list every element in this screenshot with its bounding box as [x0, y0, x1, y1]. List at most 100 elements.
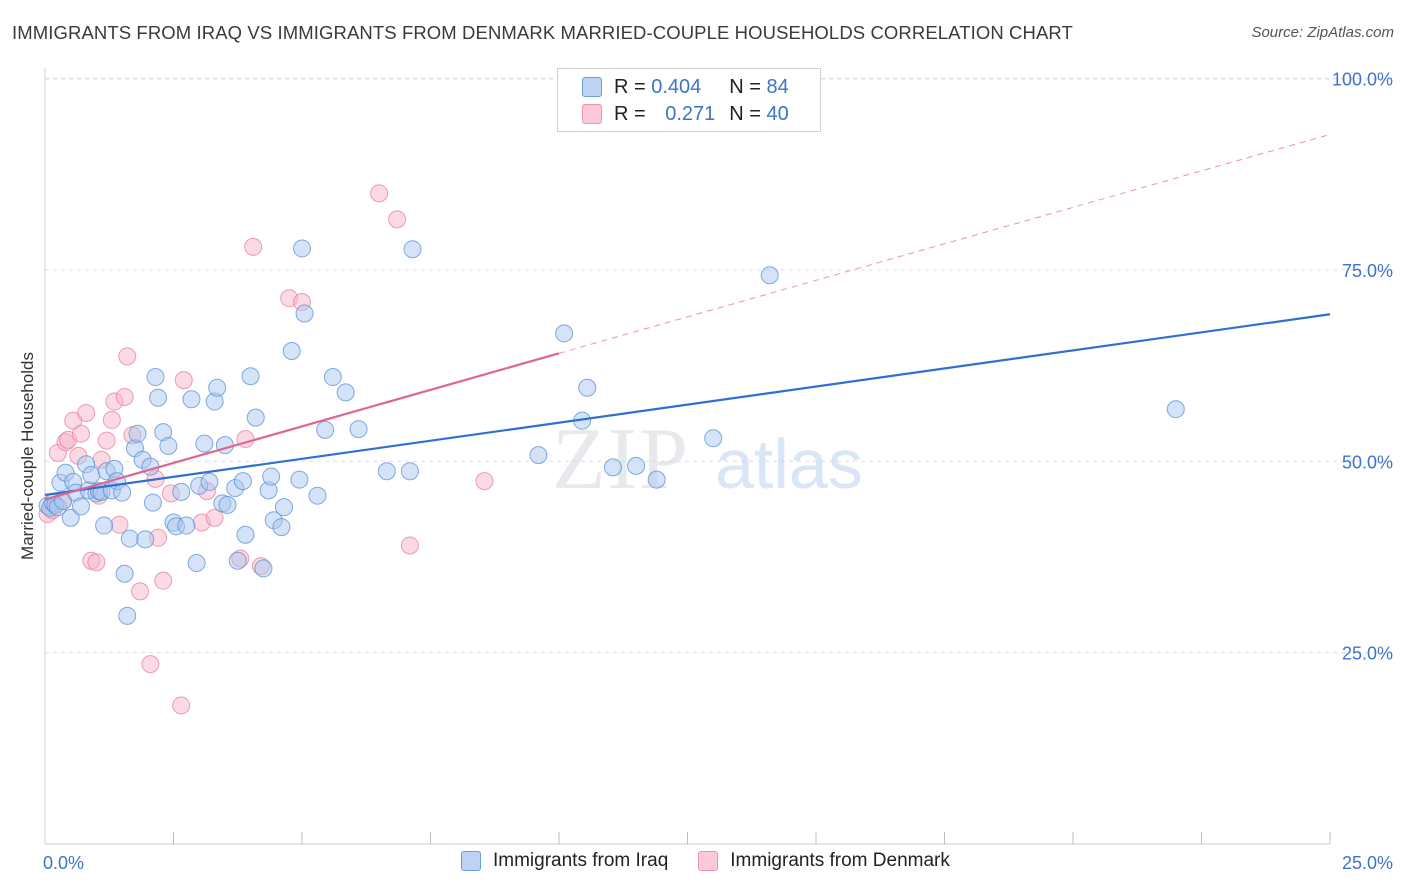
iraq-point — [262, 467, 281, 486]
iraq-point — [136, 530, 155, 549]
series-legend-iraq[interactable]: Immigrants from Iraq — [461, 850, 668, 872]
iraq-point — [316, 420, 335, 439]
iraq-point — [336, 383, 355, 402]
axis-layer — [44, 68, 1331, 845]
y-tick-label: 25.0% — [1342, 644, 1393, 664]
iraq-point — [308, 486, 327, 505]
iraq-point — [233, 472, 252, 491]
iraq-point — [159, 436, 178, 455]
iraq-point — [113, 483, 132, 502]
legend-n-label: N = — [729, 75, 761, 98]
iraq-point — [115, 564, 134, 583]
denmark-point — [77, 404, 96, 423]
iraq-point — [71, 497, 90, 516]
iraq-point — [187, 554, 206, 573]
denmark-point — [400, 536, 419, 555]
legend-n-value-iraq: 84 — [766, 75, 789, 98]
denmark-point — [141, 655, 160, 674]
trend-layer — [44, 133, 1331, 501]
iraq-point — [120, 529, 139, 548]
iraq-point — [377, 462, 396, 481]
iraq-point — [275, 498, 294, 517]
iraq-point — [177, 516, 196, 535]
series-legend-denmark[interactable]: Immigrants from Denmark — [698, 850, 950, 872]
legend-n-label: N = — [729, 102, 761, 125]
iraq-point — [218, 495, 237, 514]
iraq-point — [293, 239, 311, 258]
x-tick-label-max: 25.0% — [1342, 853, 1393, 873]
denmark-trend-extension — [558, 133, 1331, 354]
legend-swatch-iraq — [582, 77, 602, 97]
iraq-point — [236, 525, 255, 544]
iraq-point — [295, 304, 314, 323]
iraq-point — [195, 434, 214, 453]
iraq-point — [1166, 400, 1185, 419]
iraq-trend-line — [44, 313, 1331, 497]
denmark-point — [174, 371, 193, 390]
iraq-point — [208, 378, 227, 397]
legend-swatch-denmark — [582, 104, 602, 124]
iraq-point — [282, 342, 301, 361]
iraq-point — [760, 266, 779, 285]
denmark-point — [87, 553, 106, 572]
denmark-point — [71, 424, 90, 443]
iraq-point — [143, 493, 162, 512]
x-tick-label-min: 0.0% — [43, 853, 84, 873]
denmark-point — [205, 508, 224, 527]
source-label: Source: ZipAtlas.com — [1251, 24, 1394, 41]
grid-layer — [45, 78, 1392, 654]
points-layer — [38, 184, 1185, 715]
iraq-point — [128, 424, 147, 443]
stats-legend: R = 0.404 N = 84 R = 0.271 N = 40 — [557, 68, 821, 132]
iraq-point — [61, 508, 80, 527]
iraq-point — [400, 462, 419, 481]
denmark-trend-line — [44, 352, 560, 501]
series-label-iraq: Immigrants from Iraq — [493, 850, 669, 871]
denmark-point — [154, 571, 173, 590]
iraq-point — [603, 458, 622, 477]
iraq-point — [704, 429, 723, 448]
iraq-point — [290, 470, 309, 489]
denmark-point — [118, 347, 137, 366]
watermark: ZIP atlas — [552, 411, 863, 508]
iraq-point — [241, 367, 260, 386]
iraq-point — [95, 516, 114, 535]
series-legend: Immigrants from Iraq Immigrants from Den… — [461, 850, 980, 872]
legend-r-label: R = — [614, 102, 646, 125]
iraq-point — [323, 368, 342, 387]
denmark-point — [97, 431, 116, 450]
series-swatch-denmark — [698, 851, 719, 871]
iraq-point — [254, 559, 273, 578]
denmark-point — [172, 696, 191, 715]
iraq-point — [555, 324, 574, 343]
iraq-point — [647, 470, 666, 489]
legend-n-value-denmark: 40 — [766, 102, 789, 125]
legend-r-value-denmark: 0.271 — [665, 102, 716, 125]
iraq-point — [403, 240, 422, 259]
iraq-point — [200, 472, 219, 491]
denmark-point — [388, 210, 407, 229]
y-axis-label: Married-couple Households — [18, 352, 37, 560]
iraq-point — [578, 378, 597, 397]
iraq-point — [141, 457, 160, 476]
legend-r-label: R = — [614, 75, 646, 98]
iraq-point — [349, 420, 368, 439]
denmark-point — [475, 472, 494, 491]
iraq-point — [182, 390, 201, 409]
chart-title: IMMIGRANTS FROM IRAQ VS IMMIGRANTS FROM … — [12, 22, 1073, 43]
denmark-point — [115, 387, 134, 406]
iraq-point — [228, 551, 247, 570]
iraq-point — [172, 482, 191, 501]
iraq-point — [246, 408, 265, 427]
series-label-denmark: Immigrants from Denmark — [730, 850, 950, 871]
legend-row-denmark: R = 0.271 N = 40 — [582, 101, 789, 127]
iraq-point — [82, 466, 101, 485]
watermark-atlas: atlas — [715, 425, 863, 503]
denmark-point — [370, 184, 389, 203]
y-tick-label: 50.0% — [1342, 452, 1393, 472]
denmark-point — [244, 237, 263, 256]
iraq-point — [627, 456, 646, 475]
iraq-point — [118, 606, 137, 625]
series-swatch-iraq — [461, 851, 481, 871]
